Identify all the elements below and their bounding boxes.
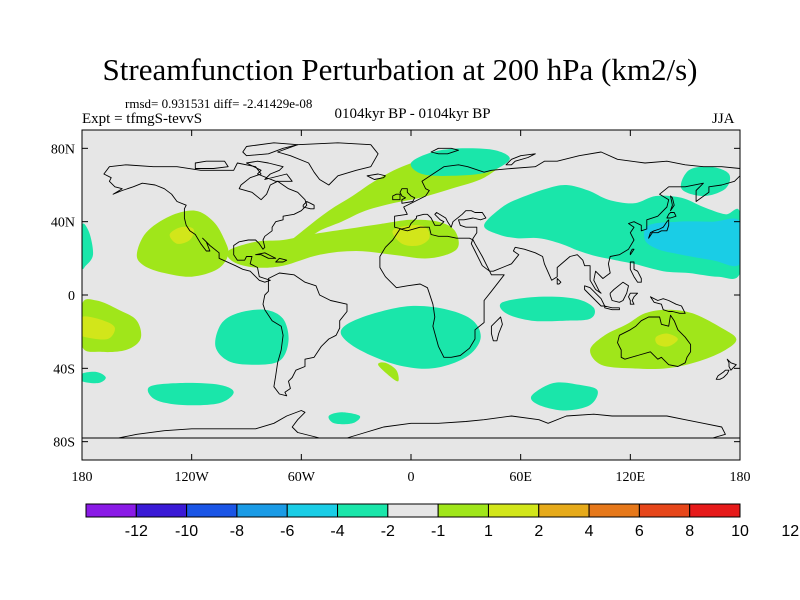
colorbar-box (236, 503, 288, 518)
region-southern-ocean-pacific-negative (147, 382, 234, 406)
colorbar-label: -1 (431, 523, 445, 540)
region-south-east-pacific-negative (215, 309, 289, 365)
lat-tick-label: 40S (53, 362, 75, 377)
colorbar-box (286, 503, 339, 518)
coastline-ireland (392, 193, 401, 201)
coastline-new-zealand-north (726, 358, 737, 371)
coastline-antarctica (82, 410, 740, 439)
coastline-japan (648, 219, 670, 239)
colorbar-label: 2 (534, 523, 543, 540)
lat-tick-label: 80N (51, 142, 75, 157)
colorbar-box (186, 503, 238, 518)
region-south-pacific-core (82, 316, 115, 340)
period-label: 0104kyr BP - 0104kyr BP (334, 106, 491, 122)
coastline-new-zealand-south (715, 369, 730, 380)
colorbar-label: -12 (125, 523, 148, 540)
stats-text: rmsd= 0.931531 diff= -2.41429e-08 (125, 96, 313, 111)
colorbar-box (588, 503, 640, 518)
coastline-madagascar (490, 316, 503, 342)
colorbar-box (689, 503, 741, 518)
region-southwest-pacific-negative (82, 371, 106, 384)
colorbar-box (135, 503, 188, 518)
coastlines (82, 142, 740, 439)
region-north-america-core (169, 226, 194, 244)
region-north-africa-core (392, 225, 430, 246)
lon-tick-label: 0 (408, 470, 415, 485)
colorbar-label: 10 (731, 523, 749, 540)
coastline-great-britain (399, 188, 416, 204)
colorbar-box (638, 503, 691, 518)
region-southern-ocean-indian-negative (530, 382, 598, 411)
colorbar-label: 4 (585, 523, 594, 540)
colorbar-label: -6 (280, 523, 294, 540)
season-label: JJA (712, 111, 735, 127)
lon-tick-label: 120W (175, 470, 210, 485)
lon-tick-label: 60W (288, 470, 316, 485)
coastline-baffin-island (246, 160, 293, 182)
region-asia-core (643, 218, 740, 267)
coastline-borneo (609, 281, 629, 303)
coastline-taiwan (629, 248, 635, 256)
lat-tick-label: 0 (68, 289, 75, 304)
coastline-hispaniola (275, 257, 288, 263)
coastline-south-america (262, 272, 348, 397)
coastline-hokkaido (666, 212, 677, 219)
coastline-eurasia (379, 151, 740, 358)
colorbar-label: 12 (781, 523, 799, 540)
region-south-indian-negative (499, 296, 595, 322)
map-title: Streamfunction Perturbation at 200 hPa (… (102, 52, 698, 87)
region-northwest-america-positive (136, 210, 229, 277)
region-scandinavia-negative (410, 148, 510, 176)
lon-tick-label: 60E (509, 470, 532, 485)
coastline-java (604, 305, 620, 311)
coastline-victoria-island (194, 160, 229, 169)
region-southern-ocean-atlantic-negative (328, 412, 361, 425)
region-asia-negative-band (484, 184, 740, 279)
lat-tick-label: 40N (51, 216, 75, 231)
colorbar-label: 6 (635, 523, 644, 540)
coastline-sumatra (584, 285, 606, 307)
colorbar-box (337, 503, 389, 518)
coastline-north-america (103, 162, 308, 283)
region-south-atlantic-negative (340, 305, 481, 369)
coastline-iceland (366, 173, 386, 180)
region-north-atlantic-positive-band (278, 154, 503, 255)
colorbar-label: -2 (381, 523, 395, 540)
region-kamchatka-negative (680, 166, 731, 196)
lon-tick-label: 180 (730, 470, 751, 485)
colorbar-box (437, 503, 489, 518)
colorbar-label: -8 (230, 523, 244, 540)
colorbar: -12 -10 -8 -6 -4 -2 -1 1 2 4 6 8 10 12 (85, 503, 799, 540)
experiment-label: Expt = tfmgS-tevvS (82, 111, 203, 127)
axis-ticks: 180 120W 60W 0 60E 120E 180 80N 40N 0 40S 80S (51, 130, 751, 485)
coastline-cuba (255, 252, 277, 259)
colorbar-label: 8 (685, 523, 694, 540)
colorbar-label: -10 (175, 523, 198, 540)
coastline-sulawesi (628, 292, 639, 305)
lon-tick-label: 180 (72, 470, 93, 485)
coastline-novaya-zemlya (505, 153, 536, 166)
coastline-svalbard (430, 147, 459, 155)
colorbar-label: -4 (330, 523, 344, 540)
colorbar-label: 1 (484, 523, 493, 540)
coastline-australia (617, 314, 692, 367)
colorbar-box (387, 503, 439, 518)
colorbar-box (85, 503, 137, 518)
region-north-pacific-dateline-negative (82, 223, 94, 270)
colorbar-box (538, 503, 590, 518)
lon-tick-label: 120E (616, 470, 646, 485)
colorbar-box (487, 503, 540, 518)
coastline-sri-lanka (556, 278, 562, 285)
coastline-new-guinea (649, 296, 686, 314)
contour-regions (82, 148, 740, 425)
region-australia-core (655, 333, 678, 347)
coastline-greenland (277, 142, 379, 186)
region-south-indian-ocean-positive (378, 362, 399, 382)
coastline-newfoundland (302, 201, 315, 210)
coastline-philippines (629, 261, 642, 283)
coastline-sakhalin (670, 195, 675, 212)
coastline-ellesmere-island (242, 142, 299, 157)
lat-tick-label: 80S (53, 436, 75, 451)
